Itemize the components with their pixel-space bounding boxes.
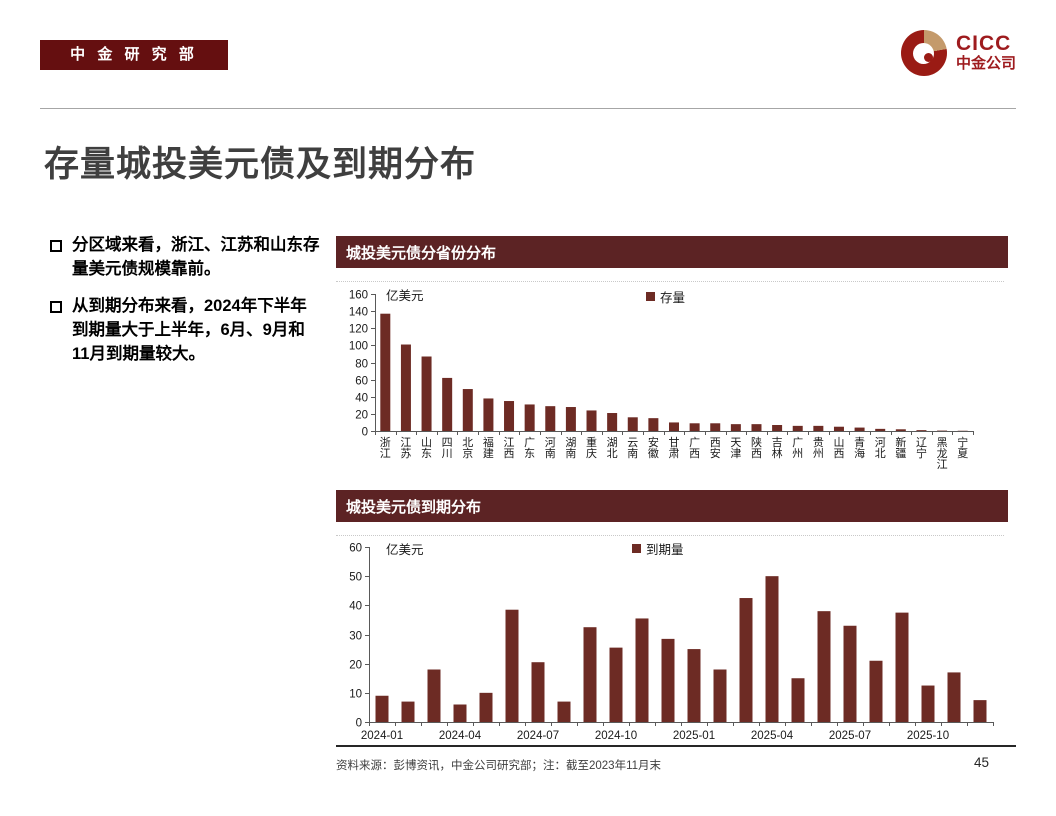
svg-text:140: 140	[349, 307, 368, 319]
svg-text:宁夏: 宁夏	[957, 435, 968, 460]
province-chart-plot: 0 20 40 60 80 100 120 140 160 浙江 江苏 山东 四川 北京 福建 江西 广东 河南湖…	[336, 268, 1008, 480]
svg-text:40: 40	[349, 601, 362, 613]
svg-text:新疆: 新疆	[895, 435, 906, 460]
svg-text:30: 30	[349, 631, 362, 643]
svg-text:北京: 北京	[462, 436, 473, 460]
svg-text:辽宁: 辽宁	[916, 436, 927, 460]
svg-text:甘肃: 甘肃	[669, 436, 680, 460]
svg-text:2025-01: 2025-01	[673, 730, 715, 742]
svg-text:2025-10: 2025-10	[907, 730, 949, 742]
svg-text:广州: 广州	[792, 436, 803, 460]
svg-text:80: 80	[355, 359, 368, 371]
svg-text:40: 40	[355, 393, 368, 405]
province-chart-legend: 存量	[646, 287, 685, 306]
svg-text:吉林: 吉林	[772, 436, 783, 460]
svg-text:湖北: 湖北	[607, 436, 618, 460]
cicc-logo-icon	[900, 30, 947, 76]
svg-text:安徽: 安徽	[648, 435, 659, 460]
maturity-chart-panel: 城投美元债到期分布 0 10 20 30 40 50 60 2024-01 2024-04 202…	[336, 490, 1008, 747]
svg-text:福建: 福建	[483, 435, 494, 460]
svg-text:西安: 西安	[710, 437, 721, 460]
svg-text:10: 10	[349, 689, 362, 701]
svg-text:河北: 河北	[875, 436, 886, 460]
svg-text:50: 50	[349, 572, 362, 584]
cicc-logo-text: CICC 中金公司	[955, 32, 1016, 73]
header-divider	[40, 108, 1016, 109]
svg-text:100: 100	[349, 341, 368, 353]
bullet-square-icon	[50, 240, 62, 252]
page-number: 45	[974, 755, 990, 770]
maturity-chart-plot: 0 10 20 30 40 50 60 2024-01 2024-04 2024-07 2024-1…	[336, 522, 1008, 747]
svg-text:山西: 山西	[833, 436, 844, 460]
svg-text:20: 20	[355, 410, 368, 422]
logo-text-cn: 中金公司	[955, 55, 1016, 73]
bullet-text: 分区域来看，浙江、江苏和山东存量美元债规模靠前。	[72, 236, 320, 278]
svg-text:0: 0	[356, 718, 362, 730]
svg-text:河南: 河南	[545, 436, 556, 460]
svg-text:云南: 云南	[627, 437, 638, 460]
svg-text:广西: 广西	[689, 436, 700, 460]
svg-text:湖南: 湖南	[565, 436, 576, 460]
svg-text:江西: 江西	[504, 436, 515, 460]
legend-swatch-icon	[646, 292, 655, 301]
svg-text:天津: 天津	[730, 437, 741, 460]
logo-text-en: CICC	[955, 32, 1012, 56]
svg-text:20: 20	[349, 660, 362, 672]
province-chart-title-bar: 城投美元债分省份分布	[336, 236, 1008, 268]
maturity-chart-legend-label: 到期量	[646, 543, 684, 557]
svg-text:重庆: 重庆	[586, 435, 597, 460]
page-title: 存量城投美元债及到期分布	[44, 145, 477, 184]
bullet-list: 分区域来看，浙江、江苏和山东存量美元债规模靠前。 从到期分布来看，2024年下半…	[50, 234, 322, 380]
province-chart-panel: 城投美元债分省份分布 0 20 40 60 80 100 120 140 160 浙江 江苏 山东 四川…	[336, 236, 1008, 480]
svg-text:160: 160	[349, 290, 368, 302]
svg-text:2024-07: 2024-07	[517, 730, 559, 742]
svg-text:江苏: 江苏	[400, 436, 411, 460]
svg-text:浙江: 浙江	[380, 436, 391, 460]
svg-text:2025-07: 2025-07	[829, 730, 871, 742]
province-chart-svg: 020406080100120140160浙江江苏山东四川北京福建江西广东河南湖…	[349, 290, 974, 471]
province-chart-unit-label: 亿美元	[386, 289, 424, 303]
bullet-item: 分区域来看，浙江、江苏和山东存量美元债规模靠前。	[50, 234, 322, 282]
maturity-chart-svg: 0 10 20 30 40 50 60 2024-01 2024-04 2024-07 2024-1…	[349, 543, 994, 742]
maturity-chart-legend: 到期量	[632, 539, 684, 558]
svg-text:贵州: 贵州	[813, 436, 824, 460]
svg-text:青海: 青海	[854, 436, 865, 460]
bullet-item: 从到期分布来看，2024年下半年到期量大于上半年，6月、9月和11月到期量较大。	[50, 295, 322, 367]
svg-text:60: 60	[349, 543, 362, 555]
svg-text:60: 60	[355, 376, 368, 388]
legend-swatch-icon	[632, 544, 641, 553]
source-note: 资料来源：彭博资讯，中金公司研究部；注：截至2023年11月末	[336, 760, 662, 772]
svg-text:广东: 广东	[524, 436, 535, 460]
svg-text:陕西: 陕西	[751, 435, 762, 460]
svg-text:120: 120	[349, 324, 368, 336]
cicc-logo: CICC 中金公司	[900, 30, 1016, 76]
maturity-chart-unit-label: 亿美元	[386, 543, 424, 557]
svg-text:山东: 山东	[421, 436, 432, 460]
svg-text:2024-04: 2024-04	[439, 730, 482, 742]
maturity-chart-title-bar: 城投美元债到期分布	[336, 490, 1008, 522]
svg-text:2024-10: 2024-10	[595, 730, 637, 742]
province-chart-legend-label: 存量	[660, 291, 686, 305]
bullet-square-icon	[50, 300, 62, 313]
svg-text:四川: 四川	[442, 437, 453, 460]
dept-badge: 中 金 研 究 部	[40, 40, 228, 70]
svg-text:0: 0	[362, 427, 368, 439]
footer-rule	[336, 745, 1016, 747]
bullet-text: 从到期分布来看，2024年下半年到期量大于上半年，6月、9月和11月到期量较大。	[72, 296, 307, 363]
svg-text:黑龙江: 黑龙江	[937, 436, 948, 471]
svg-text:2024-01: 2024-01	[361, 730, 403, 742]
svg-text:2025-04: 2025-04	[751, 730, 794, 742]
